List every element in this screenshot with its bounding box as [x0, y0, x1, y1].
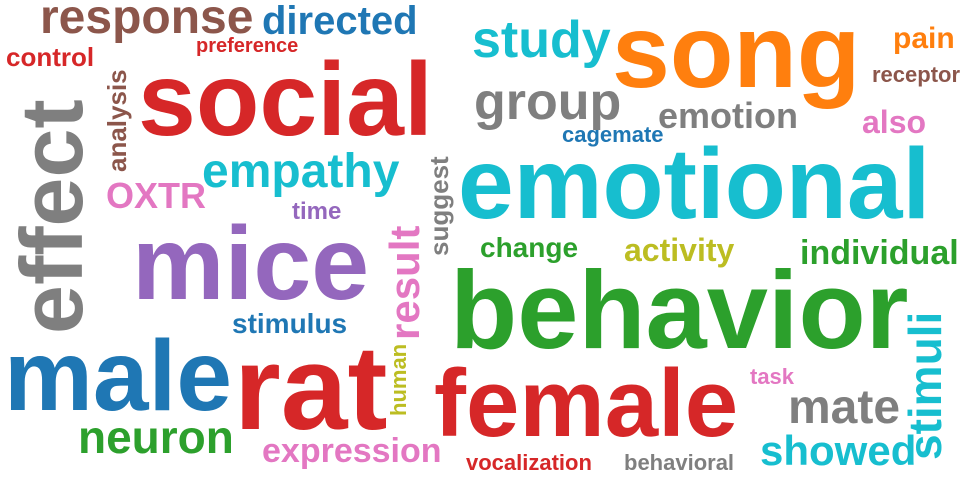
- word-neuron: neuron: [78, 411, 234, 463]
- word-result: result: [381, 225, 428, 340]
- word-also: also: [862, 104, 927, 140]
- word-behavioral: behavioral: [624, 450, 735, 475]
- word-activity: activity: [624, 232, 735, 268]
- word-empathy: empathy: [202, 145, 400, 198]
- word-directed: directed: [262, 0, 418, 43]
- word-vocalization: vocalization: [466, 450, 592, 475]
- word-analysis: analysis: [102, 69, 132, 172]
- word-task: task: [750, 364, 795, 389]
- word-human: human: [386, 343, 411, 416]
- word-response: response: [40, 0, 254, 44]
- word-social: social: [138, 42, 433, 158]
- word-stimulus: stimulus: [232, 308, 348, 339]
- word-female: female: [434, 350, 739, 457]
- word-study: study: [472, 11, 611, 69]
- word-song: song: [612, 0, 861, 110]
- word-male: male: [4, 320, 232, 432]
- word-control: control: [6, 42, 95, 72]
- word-group: group: [474, 73, 622, 131]
- word-emotion: emotion: [658, 95, 798, 136]
- word-individual: individual: [800, 234, 959, 272]
- word-preference: preference: [196, 35, 299, 57]
- word-mate: mate: [788, 381, 901, 434]
- word-expression: expression: [262, 432, 442, 470]
- word-change: change: [480, 232, 579, 263]
- word-effect: effect: [2, 99, 101, 334]
- word-suggest: suggest: [424, 156, 454, 256]
- word-rat: rat: [234, 321, 388, 455]
- word-showed: showed: [760, 427, 917, 474]
- word-receptor: receptor: [872, 62, 960, 87]
- word-pain: pain: [893, 22, 955, 55]
- word-emotional: emotional: [458, 128, 931, 240]
- word-time: time: [292, 198, 342, 225]
- word-mice: mice: [132, 206, 370, 322]
- word-cagemate: cagemate: [562, 122, 664, 147]
- word-behavior: behavior: [450, 249, 909, 372]
- word-OXTR: OXTR: [106, 175, 207, 216]
